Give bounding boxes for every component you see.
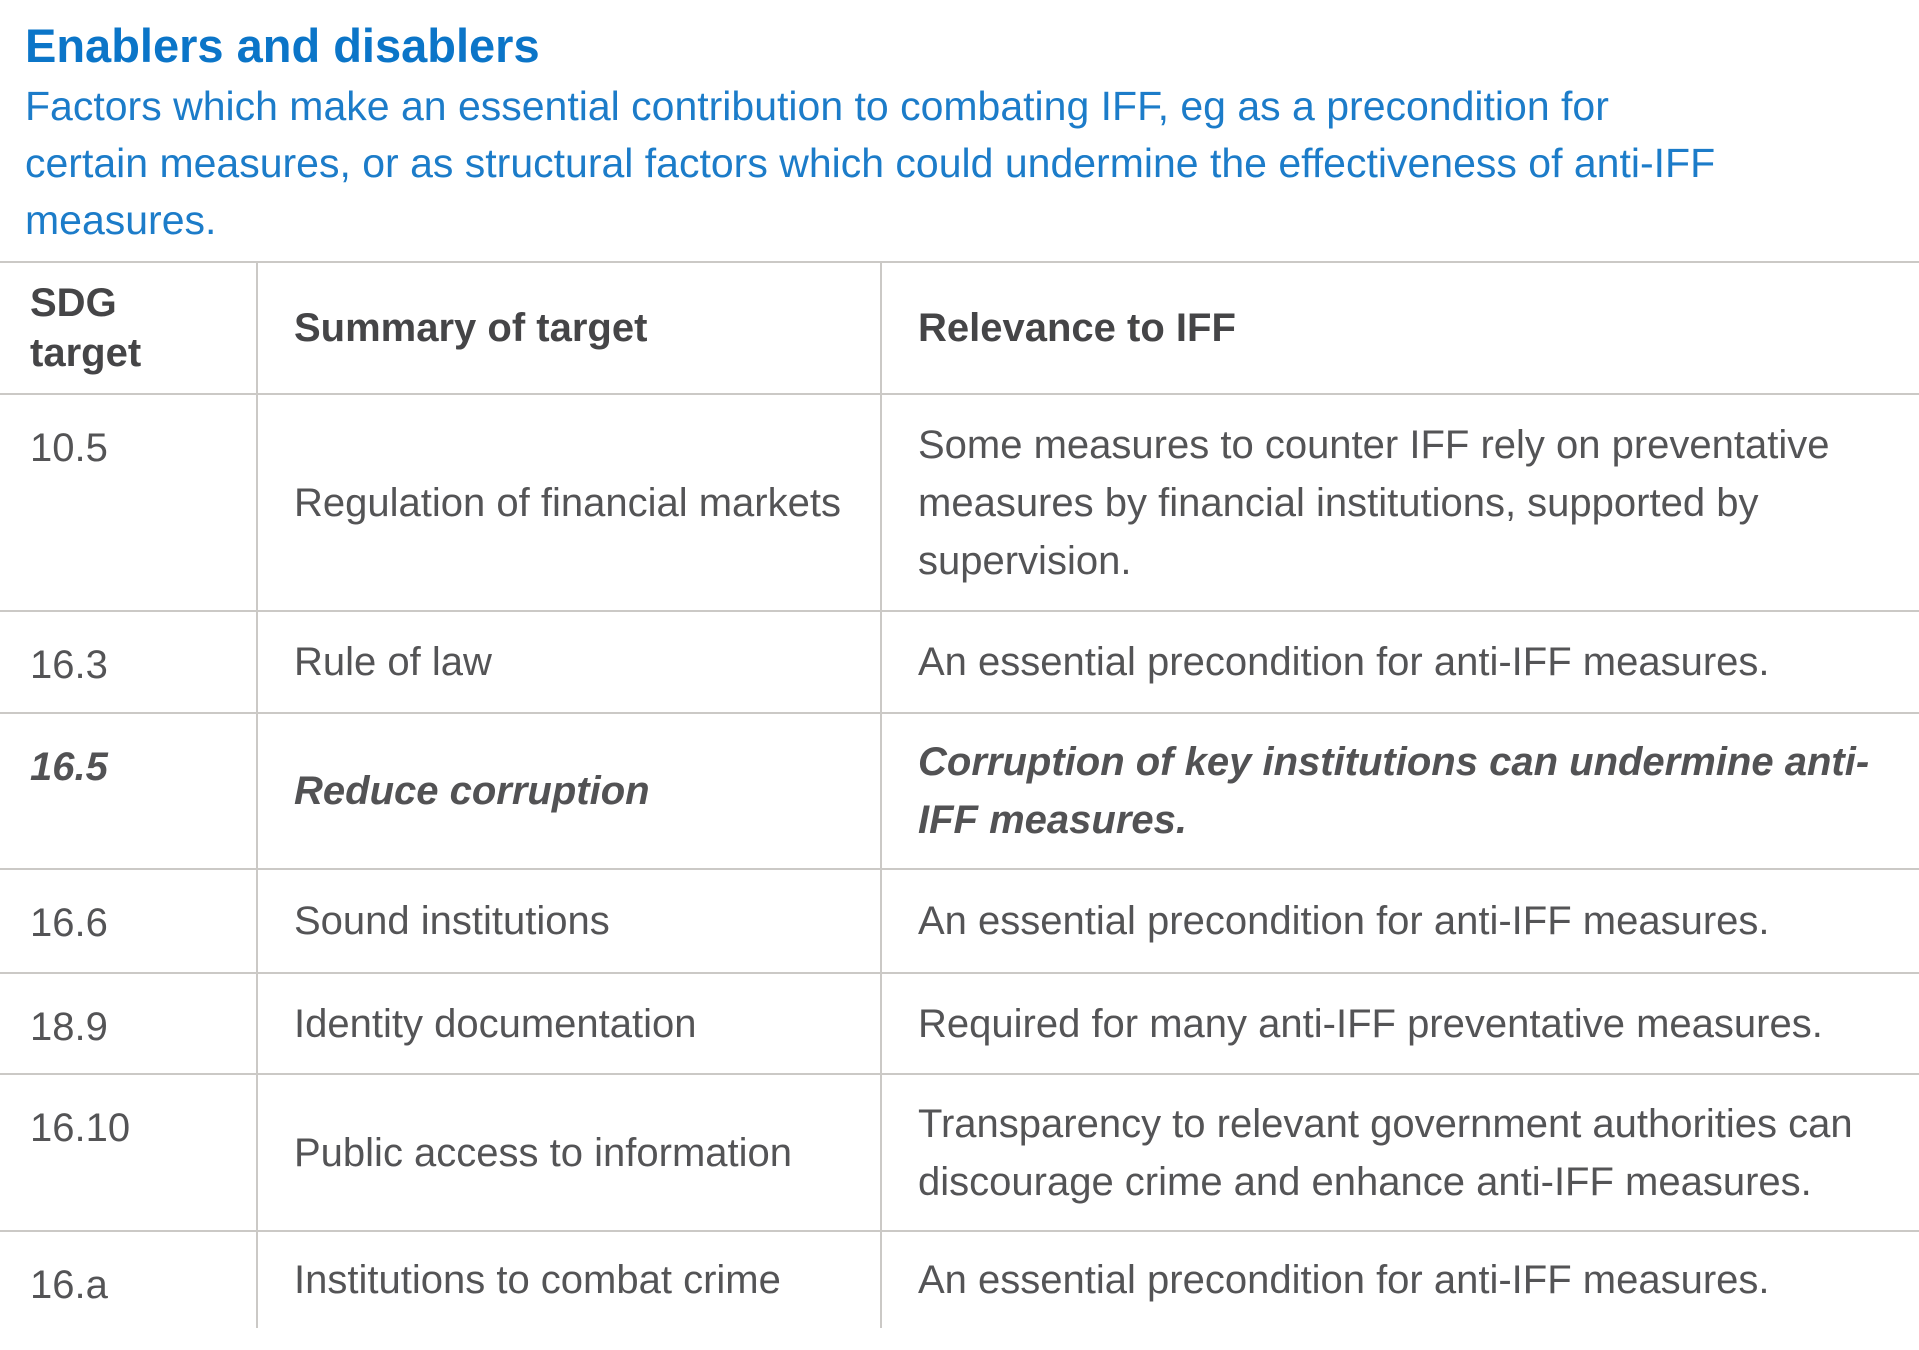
intro-line: Factors which make an essential contribu…: [25, 83, 1609, 129]
page-title: Enablers and disablers: [25, 19, 540, 72]
table-body: 10.5 Regulation of financial markets Som…: [0, 394, 1919, 1328]
cell-summary-of-target: Institutions to combat crime: [257, 1231, 882, 1328]
sdg-targets-table: SDG target Summary of target Relevance t…: [0, 261, 1919, 1328]
cell-sdg-target: 16.3: [0, 611, 258, 714]
cell-relevance-to-iff: An essential precondition for anti-IFF m…: [918, 1258, 1770, 1302]
column-header-summary-of-target: Summary of target: [257, 262, 882, 395]
cell-summary-of-target: Public access to information: [257, 1074, 882, 1232]
cell-relevance-to-iff: Required for many anti-IFF preventative …: [881, 973, 1919, 1075]
cell-summary-of-target: Regulation of financial markets: [257, 394, 882, 612]
column-header-sdg-target: SDG target: [0, 262, 258, 395]
table-row: 16.6 Sound institutions An essential pre…: [0, 869, 1919, 974]
table-row: 10.5 Regulation of financial markets Som…: [0, 394, 1919, 612]
table-row: 16.3 Rule of law An essential preconditi…: [0, 611, 1919, 714]
cell-relevance-to-iff: An essential precondition for anti-IFF m…: [881, 611, 1919, 714]
cell-relevance-to-iff: Some measures to counter IFF rely on pre…: [881, 394, 1919, 612]
cell-sdg-target: 18.9: [0, 973, 258, 1075]
cell-sdg-target: 16.a: [0, 1231, 258, 1328]
table-header-row: SDG target Summary of target Relevance t…: [0, 262, 1919, 395]
cell-sdg-target: 16.10: [0, 1074, 258, 1232]
table-row: 18.9 Identity documentation Required for…: [0, 973, 1919, 1075]
column-header-relevance-to-iff: Relevance to IFF: [881, 262, 1919, 395]
cell-sdg-target: 16.5: [0, 713, 258, 870]
table-header: SDG target Summary of target Relevance t…: [0, 262, 1919, 395]
cell-summary-of-target: Sound institutions: [257, 869, 882, 974]
cell-summary-of-target: Identity documentation: [257, 973, 882, 1075]
table-row: 16.a Institutions to combat crime An ess…: [0, 1231, 1919, 1328]
table-row: 16.5 Reduce corruption Corruption of key…: [0, 713, 1919, 870]
cell-sdg-target: 10.5: [0, 394, 258, 612]
cell-relevance-to-iff: Transparency to relevant government auth…: [881, 1074, 1919, 1232]
intro-line: measures.: [25, 197, 217, 243]
intro-paragraph: Factors which make an essential contribu…: [25, 78, 1894, 249]
cell-sdg-target: 16.6: [0, 869, 258, 974]
table-row: 16.10 Public access to information Trans…: [0, 1074, 1919, 1232]
cell-summary-of-target: Reduce corruption: [257, 713, 882, 870]
cell-relevance-to-iff: An essential precondition for anti-IFF m…: [881, 869, 1919, 974]
cell-relevance-to-iff: Corruption of key institutions can under…: [881, 713, 1919, 870]
intro-line: certain measures, or as structural facto…: [25, 140, 1716, 186]
cell-summary-of-target: Rule of law: [257, 611, 882, 714]
